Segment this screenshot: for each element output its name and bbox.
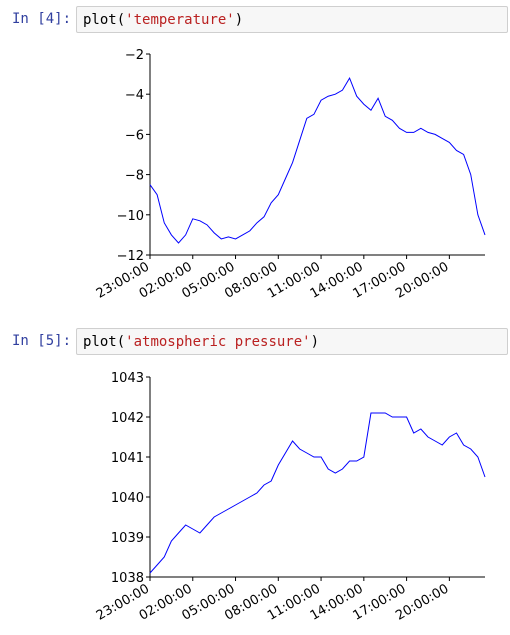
code-cell[interactable]: plot('temperature') (76, 6, 508, 33)
y-tick-label: −8 (125, 169, 144, 184)
code-string: 'atmospheric pressure' (125, 334, 311, 350)
y-tick-label: −6 (125, 128, 144, 143)
code-text: ) (310, 334, 320, 350)
code-text: plot( (83, 334, 126, 350)
y-tick-label: 1038 (111, 571, 144, 586)
y-tick-label: −12 (117, 249, 144, 264)
y-tick-label: 1041 (111, 451, 144, 466)
code-text: ) (234, 12, 244, 28)
data-line (149, 76, 486, 244)
y-tick-label: 1040 (111, 491, 144, 506)
data-line (149, 412, 486, 574)
code-text: plot( (83, 12, 126, 28)
chart: −12−10−8−6−4−223:00:0002:00:0005:00:0008… (94, 48, 486, 302)
code-string: 'temperature' (125, 12, 235, 28)
y-tick-label: −4 (125, 88, 144, 103)
cell-prompt: In [5]: (12, 333, 72, 349)
chart: 10381039104010411042104323:00:0002:00:00… (94, 371, 486, 624)
y-tick-label: −2 (125, 48, 144, 63)
code-cell[interactable]: plot('atmospheric pressure') (76, 328, 508, 355)
y-tick-label: 1043 (111, 371, 144, 386)
y-tick-label: 1042 (111, 411, 144, 426)
cell-prompt: In [4]: (12, 11, 72, 27)
y-tick-label: 1039 (111, 531, 144, 546)
y-tick-label: −10 (117, 209, 144, 224)
